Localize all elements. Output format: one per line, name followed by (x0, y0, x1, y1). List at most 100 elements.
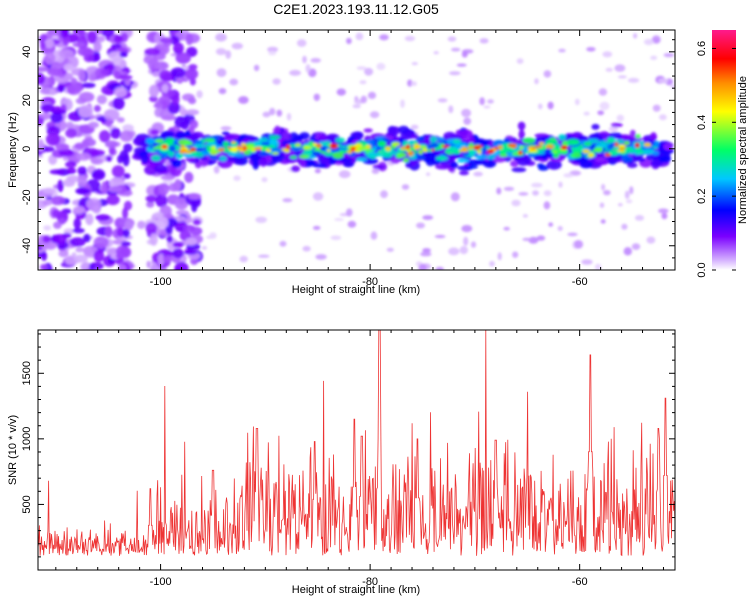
spectrogram-cell (461, 51, 468, 58)
spectrogram-cell (324, 140, 331, 145)
spectrogram-cell (614, 142, 619, 147)
spectrogram-cell (123, 143, 133, 153)
spectrogram-cell (466, 146, 474, 150)
spectrogram-cell (613, 139, 625, 144)
spectrogram-cell (255, 216, 267, 223)
spectrogram-cell (445, 146, 459, 154)
spectrogram-cell (621, 155, 633, 162)
spectrogram-y-label: Frequency (Hz) (7, 112, 19, 188)
spectrogram-cell (80, 262, 90, 270)
spectrogram-cell (191, 202, 198, 213)
spectrogram-cell (552, 152, 560, 158)
spectrogram-cell (83, 233, 91, 243)
spectrogram-cell (372, 164, 386, 170)
spectrogram-cell (386, 247, 394, 252)
spectrogram-cell (329, 143, 338, 149)
spectrogram-cell (586, 47, 596, 52)
spectrogram-cell (175, 52, 191, 64)
x-tick-label: -60 (572, 576, 588, 588)
spectrogram-cell (346, 37, 352, 45)
spectrogram-cell (107, 257, 115, 265)
spectrogram-cell (635, 149, 645, 155)
spectrogram-cell (108, 186, 123, 193)
y-tick-label: 1500 (21, 361, 33, 385)
spectrogram-cell (642, 136, 649, 142)
spectrogram-cell (184, 171, 194, 183)
spectrogram-cell (296, 39, 307, 47)
spectrogram-cell (451, 47, 461, 52)
spectrogram-cell (62, 178, 76, 187)
spectrogram-cell (194, 143, 207, 149)
spectrogram-cell (617, 75, 627, 79)
spectrogram-cell (46, 125, 61, 136)
spectrogram-cell (422, 248, 431, 253)
spectrogram-cell (456, 63, 467, 67)
spectrogram-cell (95, 30, 103, 35)
spectrogram-cell (145, 195, 157, 203)
spectrogram-cell (204, 138, 216, 143)
snr-frame (37, 329, 676, 571)
spectrogram-cell (645, 153, 660, 161)
spectrogram-cell (558, 181, 563, 188)
spectrogram-cell (637, 157, 646, 162)
spectrogram-cell (379, 34, 389, 41)
spectrogram-cell (652, 104, 661, 112)
spectrogram-cell (623, 247, 632, 256)
spectrogram-cell (497, 145, 503, 150)
spectrogram-cell (407, 150, 414, 157)
y-tick-label: -40 (21, 238, 33, 254)
spectrogram-cell (426, 172, 431, 176)
spectrogram-cell (518, 150, 523, 155)
spectrogram-cell (443, 131, 457, 141)
chart-title: C2E1.2023.193.11.12.G05 (273, 1, 439, 17)
spectrogram-cell (190, 147, 197, 152)
spectrogram-cell (441, 145, 450, 148)
spectrogram-cell (229, 78, 239, 86)
spectrogram-cell (38, 72, 45, 85)
spectrogram-cell (574, 98, 580, 106)
spectrogram-cell (650, 132, 657, 142)
spectrogram-cell (160, 130, 176, 137)
spectrogram-cell (63, 63, 74, 72)
spectrogram-cell (566, 139, 580, 146)
spectrogram-cell (159, 69, 172, 82)
spectrogram-cell (185, 109, 200, 116)
spectrogram-cell (369, 111, 380, 119)
spectrogram-cell (44, 52, 56, 65)
spectrogram-cell (517, 157, 530, 166)
spectrogram-cell (145, 137, 155, 145)
spectrogram-cell (448, 105, 454, 114)
spectrogram-cell (570, 152, 582, 159)
spectrogram-cell (510, 143, 517, 149)
spectrogram-cell (82, 82, 96, 89)
spectrogram-cell (75, 246, 84, 253)
spectrogram-cell (305, 64, 311, 73)
spectrogram-cell (479, 97, 485, 106)
spectrogram-cell (272, 152, 279, 155)
spectrogram-cell (643, 38, 654, 46)
spectrogram-cell (205, 142, 218, 146)
spectrogram-cell (435, 156, 446, 161)
spectrogram-cell (447, 36, 457, 42)
spectrogram-cell (175, 152, 181, 159)
spectrogram-cell (215, 33, 227, 42)
spectrogram-cell (93, 236, 109, 249)
spectrogram-cell (316, 143, 322, 148)
spectrogram-cell (299, 132, 310, 140)
spectrogram-cell (116, 227, 125, 238)
spectrogram-cell (173, 215, 187, 222)
snr-y-label: SNR (10 * v/v) (7, 415, 19, 485)
spectrogram-cell (634, 215, 645, 221)
spectrogram-cell (145, 222, 158, 235)
spectrogram-cell (308, 68, 317, 78)
spectrogram-cell (77, 175, 88, 188)
spectrogram-cell (65, 128, 77, 139)
spectrogram-cell (313, 163, 328, 168)
spectrogram-cell (142, 154, 149, 159)
spectrogram-cell (172, 248, 184, 259)
spectrogram-cell (336, 88, 346, 96)
spectrogram-cell (546, 160, 562, 170)
spectrogram-cell (268, 135, 281, 140)
spectrogram-cell (364, 67, 374, 76)
spectrogram-cell (192, 219, 201, 226)
